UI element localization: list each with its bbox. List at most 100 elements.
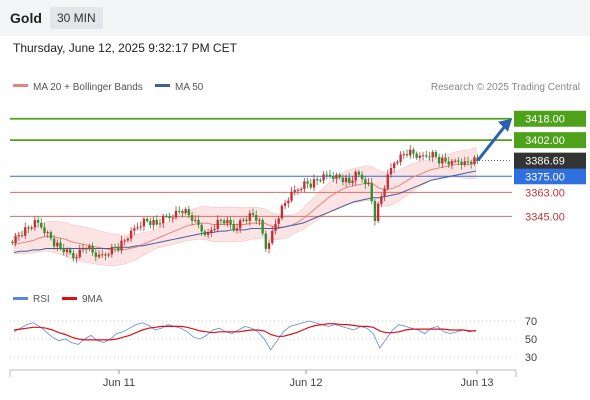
candle-body (328, 174, 332, 177)
candle-body (88, 246, 91, 250)
candle-body (36, 219, 40, 223)
candle-body (332, 176, 335, 179)
candle-body (380, 196, 383, 204)
candle-body (84, 248, 88, 250)
candle-body (399, 154, 402, 163)
candle-body (460, 161, 463, 165)
candle-body (319, 180, 322, 182)
candle-body (181, 211, 184, 213)
ma9-legend-label: 9MA (82, 294, 103, 305)
candle-body (402, 154, 406, 156)
candle-body (33, 219, 37, 228)
candle-body (152, 219, 155, 225)
rsi-pane: 70 50 30 (10, 316, 537, 364)
candle-body (293, 190, 296, 192)
current-price-tag (514, 152, 586, 169)
candle-body (145, 218, 149, 222)
candle-body (444, 157, 447, 162)
candle-body (142, 218, 146, 227)
candle-body (110, 246, 114, 255)
candle-body (277, 218, 280, 224)
candle-body (20, 235, 24, 237)
candle-body (24, 227, 27, 236)
price-pane: 3418.00 3402.00 3375.00 3363.00 3345.00 3386.… (10, 110, 586, 267)
rsi-series-rsi (13, 320, 477, 351)
candle-body (264, 233, 268, 249)
candle-body (59, 242, 62, 249)
level-label-3345.00: 3345.00 (525, 211, 565, 223)
candle-body (101, 254, 104, 256)
candle-body (171, 217, 175, 219)
candle-body (312, 179, 316, 188)
symbol-title: Gold (10, 10, 42, 26)
candle-body (466, 161, 470, 163)
candle-body (306, 181, 309, 184)
candle-body (190, 215, 194, 221)
candle-body (75, 257, 78, 259)
candle-body (232, 224, 235, 231)
rsi-tick-50: 50 (525, 334, 537, 346)
candle-body (158, 223, 162, 225)
candle-body (40, 222, 43, 228)
interval-button[interactable]: 30 MIN (50, 7, 103, 29)
rsi-tick-30: 30 (525, 352, 537, 364)
level-label-3418.00: 3418.00 (525, 114, 565, 126)
ma9-legend-swatch (62, 297, 77, 300)
chart-datetime: Thursday, June 12, 2025 9:32:17 PM CET (13, 41, 237, 55)
candle-body (271, 230, 274, 244)
candle-body (357, 171, 361, 175)
candle-body (437, 156, 441, 164)
candle-body (383, 188, 386, 197)
candle-body (392, 163, 396, 168)
candle-body (30, 227, 33, 229)
candle-body (267, 243, 271, 249)
candle-body (389, 167, 393, 175)
candle-body (405, 154, 409, 156)
level-tag-3418.00 (514, 110, 586, 127)
candle-body (203, 231, 207, 236)
candle-body (139, 226, 142, 228)
candle-body (200, 224, 203, 232)
candle-body (447, 161, 450, 165)
candle-body (290, 191, 293, 201)
candle-body (126, 238, 130, 241)
candle-body (245, 219, 248, 221)
candle-body (242, 219, 245, 221)
candle-body (216, 219, 219, 230)
rsi-legend-label: RSI (33, 294, 50, 305)
candle-body (354, 171, 357, 181)
candle-body (274, 223, 277, 231)
candle-body (364, 179, 367, 185)
forecast-arrow-shaft (476, 123, 508, 162)
candle-body (421, 155, 425, 157)
candle-body (280, 205, 284, 219)
candle-body (360, 174, 364, 180)
candle-body (62, 248, 65, 253)
candle-body (418, 155, 422, 158)
candle-body (81, 248, 85, 250)
candle-body (43, 227, 46, 234)
candle-body (457, 160, 460, 162)
candle-body (415, 153, 418, 158)
candle-body (351, 180, 354, 183)
candle-body (428, 156, 431, 158)
rsi-legend-swatch (13, 297, 28, 300)
rsi-legend: RSI 9MA (13, 294, 103, 305)
candle-body (373, 201, 377, 221)
candle-body (412, 149, 415, 154)
candle-body (117, 247, 120, 251)
candle-body (107, 254, 110, 256)
candle-body (161, 215, 165, 224)
candle-body (315, 179, 319, 181)
candle-body (136, 227, 139, 229)
candle-body (441, 157, 444, 164)
candle-body (473, 157, 476, 164)
candle-body (255, 215, 258, 221)
candle-body (97, 254, 101, 257)
level-tag-3402.00 (514, 132, 586, 149)
candle-body (219, 219, 223, 221)
candle-body (434, 151, 438, 157)
candle-body (155, 219, 158, 225)
chart-legend: MA 20 + Bollinger Bands MA 50 Research ©… (13, 82, 580, 93)
